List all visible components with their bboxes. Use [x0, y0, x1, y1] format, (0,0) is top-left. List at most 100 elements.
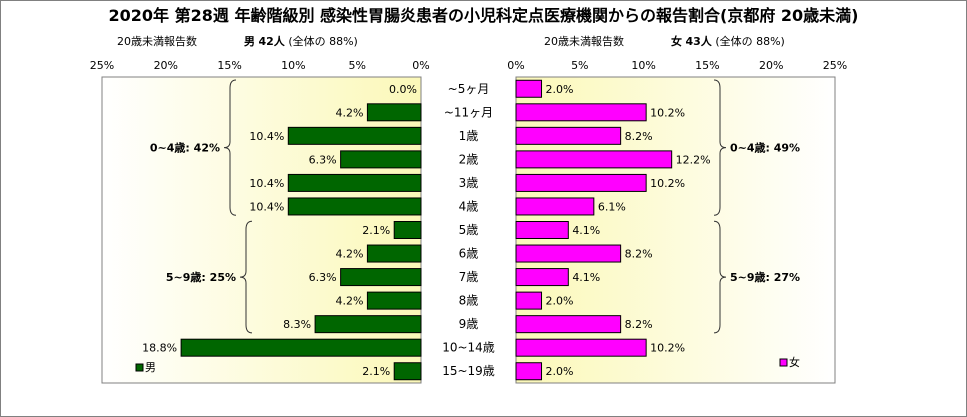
male-age-0-4-label: 0~4歳: 42% [150, 141, 220, 155]
chart-title: 2020年 第28週 年齢階級別 感染性胃腸炎患者の小児科定点医療機関からの報告… [108, 6, 859, 25]
left-x-tick-label: 5% [348, 59, 365, 72]
female-data-label: 4.1% [572, 224, 600, 237]
male-age-5-9-label: 5~9歳: 25% [166, 270, 236, 284]
female-bar [515, 244, 622, 263]
male-bar [287, 173, 422, 192]
female-data-label: 2.0% [546, 295, 574, 308]
male-data-label: 8.3% [283, 318, 311, 331]
female-data-label: 6.1% [598, 200, 626, 213]
left-x-tick-label: 10% [281, 59, 305, 72]
age-category-label: 6歳 [459, 247, 479, 261]
male-bar [287, 197, 422, 216]
right-x-tick-label: 15% [695, 59, 719, 72]
male-data-label: 6.3% [309, 271, 337, 284]
age-category-label: 4歳 [459, 199, 479, 213]
male-data-label: 10.4% [249, 177, 284, 190]
right-header-share: (全体の 88%) [715, 35, 785, 48]
male-bar [287, 126, 422, 145]
female-data-label: 10.2% [650, 177, 685, 190]
left-x-tick-label: 20% [154, 59, 178, 72]
left-header: 20歳未満報告数 男 42人 (全体の 88%) [117, 33, 358, 49]
female-age-0-4-bracket [713, 79, 727, 216]
male-bar [314, 315, 422, 334]
male-data-label: 6.3% [309, 153, 337, 166]
age-category-label: 7歳 [459, 270, 479, 284]
female-bar [515, 315, 622, 334]
female-legend-label: 女 [789, 355, 800, 369]
male-age-0-4-bracket [223, 79, 237, 216]
age-category-label: 15~19歳 [442, 364, 495, 378]
male-data-label: 10.4% [249, 130, 284, 143]
age-category-label: 3歳 [459, 176, 479, 190]
male-bar [340, 268, 422, 287]
female-bar [515, 103, 647, 122]
female-data-label: 8.2% [625, 248, 653, 261]
male-data-label: 0.0% [389, 83, 417, 96]
female-data-label: 12.2% [676, 153, 711, 166]
age-category-label: ~11ヶ月 [444, 105, 493, 119]
male-age-5-9-bracket [239, 220, 253, 334]
female-bar [515, 173, 647, 192]
male-bar [340, 150, 422, 169]
right-header-sex: 女 [671, 35, 682, 48]
age-category-label: ~5ヶ月 [448, 82, 490, 96]
female-data-label: 2.0% [546, 83, 574, 96]
left-x-tick-label: 0% [412, 59, 429, 72]
female-data-label: 4.1% [572, 271, 600, 284]
male-data-label: 4.2% [335, 106, 363, 119]
right-x-tick-label: 20% [759, 59, 783, 72]
male-bar [366, 244, 422, 263]
male-data-label: 2.1% [362, 365, 390, 378]
left-header-count: 42人 [258, 35, 285, 48]
female-bar [515, 268, 569, 287]
left-x-tick-label: 25% [90, 59, 114, 72]
age-category-label: 1歳 [459, 129, 479, 143]
age-category-label: 5歳 [459, 223, 479, 237]
right-header-label: 20歳未満報告数 [544, 35, 624, 48]
age-category-label: 10~14歳 [442, 341, 495, 355]
male-data-label: 4.2% [335, 295, 363, 308]
male-bar [366, 291, 422, 310]
male-bar [393, 362, 422, 381]
female-data-label: 10.2% [650, 106, 685, 119]
female-age-5-9-bracket [713, 220, 727, 334]
male-bar [393, 221, 422, 239]
left-header-share: (全体の 88%) [288, 35, 358, 48]
female-legend-swatch [779, 358, 788, 367]
female-bar [515, 126, 622, 145]
male-data-label: 4.2% [335, 248, 363, 261]
female-bar [515, 150, 673, 169]
male-legend-swatch [135, 363, 144, 372]
male-bar [180, 338, 422, 357]
female-bar [515, 362, 543, 381]
male-bar [366, 103, 422, 122]
right-x-tick-label: 0% [507, 59, 524, 72]
female-bar [515, 291, 543, 310]
female-data-label: 8.2% [625, 318, 653, 331]
female-data-label: 8.2% [625, 130, 653, 143]
right-x-tick-label: 10% [631, 59, 655, 72]
left-x-tick-label: 15% [217, 59, 241, 72]
male-data-label: 18.8% [142, 342, 177, 355]
male-legend-label: 男 [145, 361, 156, 374]
female-data-label: 2.0% [546, 365, 574, 378]
right-header: 20歳未満報告数 女 43人 (全体の 88%) [544, 33, 785, 49]
male-data-label: 10.4% [249, 200, 284, 213]
female-bar [515, 197, 595, 216]
male-data-label: 2.1% [362, 224, 390, 237]
female-bar [515, 338, 647, 357]
left-header-label: 20歳未満報告数 [117, 35, 197, 48]
female-bar [515, 79, 543, 98]
age-category-label: 8歳 [459, 294, 479, 308]
age-category-label: 2歳 [459, 152, 479, 166]
female-data-label: 10.2% [650, 342, 685, 355]
right-x-tick-label: 25% [823, 59, 847, 72]
right-header-count: 43人 [685, 35, 712, 48]
right-x-tick-label: 5% [571, 59, 588, 72]
age-category-label: 9歳 [459, 317, 479, 331]
left-header-sex: 男 [244, 35, 255, 48]
female-bar [515, 221, 569, 239]
female-age-5-9-label: 5~9歳: 27% [730, 270, 800, 284]
female-age-0-4-label: 0~4歳: 49% [730, 141, 800, 155]
